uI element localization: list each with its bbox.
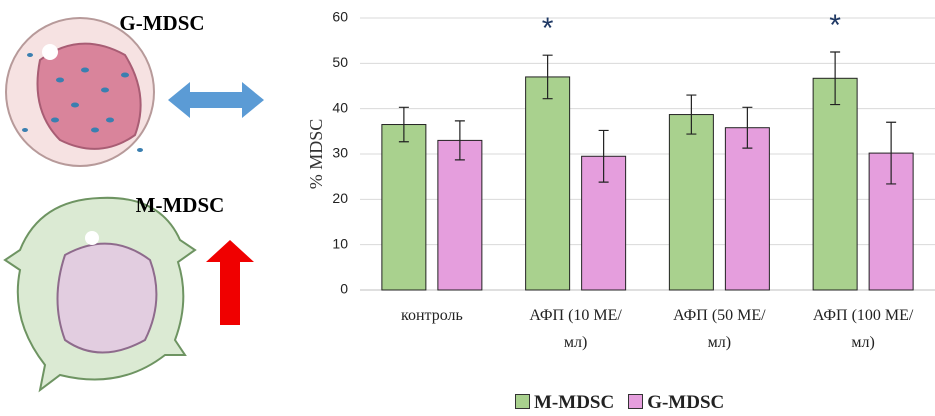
highlight <box>42 44 58 60</box>
legend-swatch <box>515 394 530 409</box>
y-tick-label: 50 <box>332 54 348 70</box>
y-tick-label: 20 <box>332 190 348 206</box>
legend-label: M-MDSC <box>534 392 614 413</box>
page: {"illustration": {"labels": ["G-MDSC", "… <box>0 0 935 416</box>
illustration: G-MDSC M-MDSC <box>5 11 264 390</box>
bar <box>526 77 570 290</box>
y-axis-label: % MDSC <box>306 119 326 190</box>
highlight <box>85 231 99 245</box>
y-tick-label: 30 <box>332 145 348 161</box>
significance: * <box>829 9 841 42</box>
x-tick-label: контроль <box>377 302 487 329</box>
y-tick-label: 10 <box>332 235 348 251</box>
bar <box>669 115 713 290</box>
bar <box>725 128 769 290</box>
x-tick-label: АФП (50 МЕ/мл) <box>664 302 774 356</box>
significance: * <box>542 12 554 45</box>
cell-label: M-MDSC <box>136 193 225 217</box>
bar <box>382 125 426 290</box>
legend-item: M-MDSC <box>515 392 614 414</box>
y-tick-label: 40 <box>332 99 348 115</box>
x-tick-label: АФП (10 МЕ/мл) <box>521 302 631 356</box>
bar <box>438 140 482 290</box>
legend-item: G-MDSC <box>628 392 724 414</box>
chart: G-MDSC M-MDSC % MDSC 0 10 20 30 40 50 60 * * <box>0 0 935 416</box>
legend: M-MDSC G-MDSC <box>515 392 724 414</box>
y-tick-label: 0 <box>340 281 348 297</box>
m-nucleus <box>58 244 157 353</box>
legend-label: G-MDSC <box>647 392 724 413</box>
up-arrow <box>206 240 254 325</box>
cell-label: G-MDSC <box>119 11 204 35</box>
x-tick-label: АФП (100 МЕ/мл) <box>808 302 918 356</box>
y-tick-label: 60 <box>332 9 348 25</box>
bar <box>813 78 857 290</box>
double-arrow <box>168 82 264 118</box>
legend-swatch <box>628 394 643 409</box>
